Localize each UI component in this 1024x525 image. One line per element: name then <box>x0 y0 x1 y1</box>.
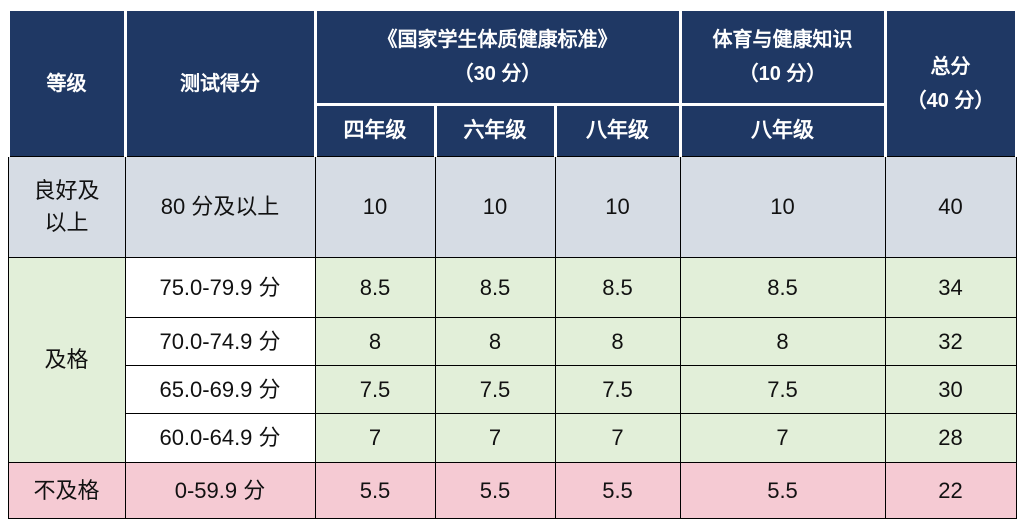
header-test-score: 测试得分 <box>123 8 317 157</box>
total-score-cell: 34 <box>884 257 1017 318</box>
header-knowledge-grade8: 八年级 <box>678 103 887 157</box>
grade6-score-cell: 8.5 <box>434 257 556 318</box>
knowledge-score-cell: 7.5 <box>679 365 886 414</box>
grade-label-line2: 以上 <box>44 210 89 235</box>
fitness-score-table: 等级 测试得分 《国家学生体质健康标准》 （30 分） 体育与健康知识 （10 … <box>6 8 1018 519</box>
table-row-pass: 及格 75.0-79.9 分 8.5 8.5 8.5 8.5 34 <box>7 257 1017 463</box>
grade6-score-cell: 5.5 <box>434 462 556 519</box>
header-total: 总分 （40 分） <box>883 8 1018 157</box>
header-grade4: 四年级 <box>313 103 437 157</box>
score-range-cell: 0-59.9 分 <box>124 462 316 519</box>
grade4-score-cell: 7 <box>314 413 436 463</box>
score-range-cell: 75.0-79.9 分 <box>124 257 316 318</box>
grade6-score-cell: 7.5 <box>434 365 556 414</box>
grade8-score-cell: 8 <box>554 317 681 366</box>
score-range-cell: 80 分及以上 <box>124 156 316 258</box>
grade8-score-cell: 7 <box>554 413 681 463</box>
header-national-standard-points: （30 分） <box>453 63 542 85</box>
score-range-cell: 65.0-69.9 分 <box>124 365 316 414</box>
grade6-score-cell: 8 <box>434 317 556 366</box>
grade-label-line1: 良好及 <box>33 178 100 204</box>
header-knowledge-points: （10 分） <box>738 63 827 85</box>
table-header: 等级 测试得分 《国家学生体质健康标准》 （30 分） 体育与健康知识 （10 … <box>6 8 1018 157</box>
table-row-pass: 70.0-74.9 分 8 8 8 8 32 <box>8 317 1017 366</box>
grade4-score-cell: 8.5 <box>314 257 436 318</box>
table-row-pass: 60.0-64.9 分 7 7 7 7 28 <box>8 413 1017 463</box>
grade4-score-cell: 8 <box>314 317 436 366</box>
grade6-score-cell: 7 <box>434 413 556 463</box>
grade4-score-cell: 5.5 <box>314 462 436 519</box>
header-grade6: 六年级 <box>433 103 557 157</box>
grade8-score-cell: 5.5 <box>554 462 681 519</box>
grade4-score-cell: 7.5 <box>314 365 436 414</box>
table-row-excellent: 良好及 以上 80 分及以上 10 10 10 10 40 <box>7 156 1017 258</box>
header-knowledge-title: 体育与健康知识 <box>712 29 853 51</box>
knowledge-score-cell: 10 <box>679 156 886 258</box>
grade8-score-cell: 7.5 <box>554 365 681 414</box>
total-score-cell: 22 <box>884 462 1017 519</box>
knowledge-score-cell: 7 <box>679 413 886 463</box>
grade-cell: 不及格 <box>7 462 126 519</box>
table-body: 良好及 以上 80 分及以上 10 10 10 10 40 及格 75.0-79… <box>7 156 1017 519</box>
header-grade: 等级 <box>6 8 127 157</box>
score-range-cell: 60.0-64.9 分 <box>124 413 316 463</box>
header-total-points: （40 分） <box>906 89 995 112</box>
grade6-score-cell: 10 <box>434 156 556 258</box>
header-knowledge-group: 体育与健康知识 （10 分） <box>678 8 887 106</box>
knowledge-score-cell: 8 <box>679 317 886 366</box>
grade4-score-cell: 10 <box>314 156 436 258</box>
header-national-standard-group: 《国家学生体质健康标准》 （30 分） <box>313 8 682 106</box>
total-score-cell: 28 <box>884 413 1017 463</box>
table-row-fail: 不及格 0-59.9 分 5.5 5.5 5.5 5.5 22 <box>7 462 1017 519</box>
score-range-cell: 70.0-74.9 分 <box>124 317 316 366</box>
header-grade8: 八年级 <box>553 103 682 157</box>
knowledge-score-cell: 8.5 <box>679 257 886 318</box>
header-national-standard-title: 《国家学生体质健康标准》 <box>377 29 618 51</box>
grade-cell: 良好及 以上 <box>7 156 126 258</box>
grade8-score-cell: 10 <box>554 156 681 258</box>
grade8-score-cell: 8.5 <box>554 257 681 318</box>
knowledge-score-cell: 5.5 <box>679 462 886 519</box>
table-row-pass: 65.0-69.9 分 7.5 7.5 7.5 7.5 30 <box>8 365 1017 414</box>
total-score-cell: 32 <box>884 317 1017 366</box>
total-score-cell: 30 <box>884 365 1017 414</box>
grade-cell: 及格 <box>7 257 126 463</box>
header-total-title: 总分 <box>930 55 971 78</box>
total-score-cell: 40 <box>884 156 1017 258</box>
